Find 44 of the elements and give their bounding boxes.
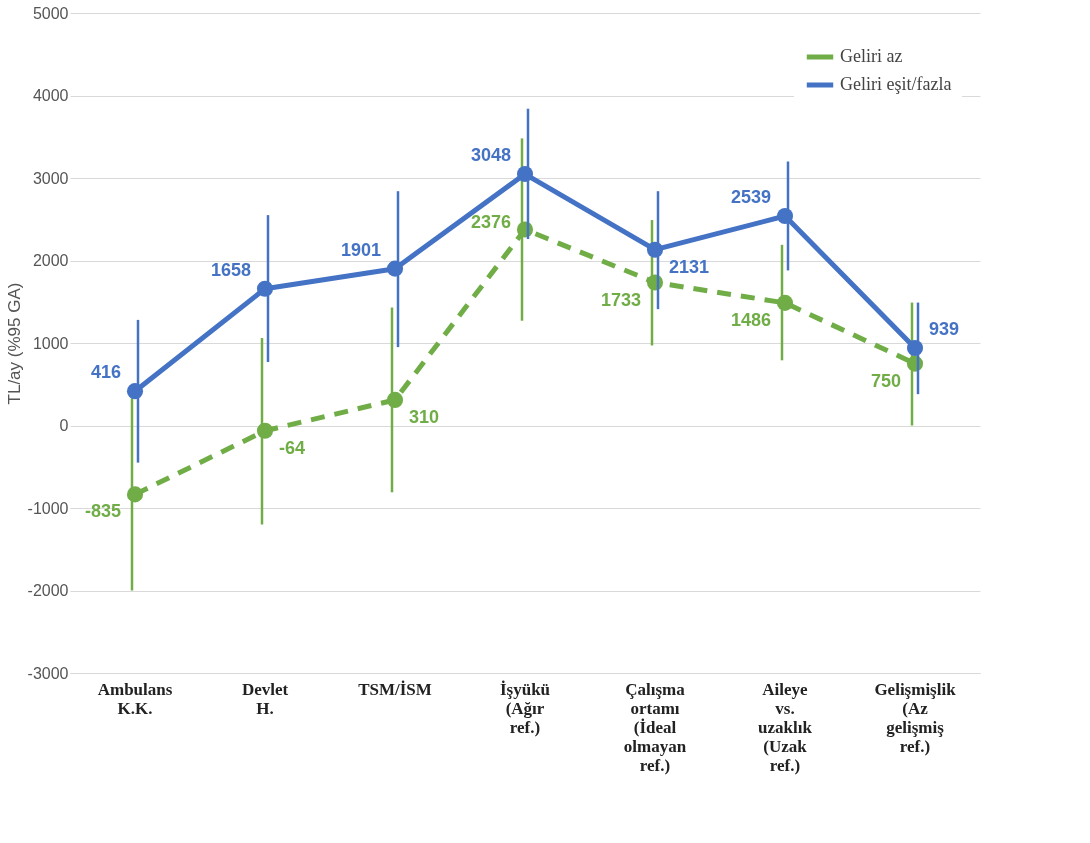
x-tick-label: Çalışma ortamı (İdeal olmayan ref.): [623, 679, 687, 775]
data-label: 310: [409, 406, 440, 427]
y-tick-label: 0: [59, 417, 69, 434]
data-label: 1901: [340, 239, 381, 260]
point: [256, 280, 274, 297]
point: [126, 486, 144, 503]
x-tick-label: TSM/İSM: [358, 679, 432, 699]
y-tick-label: 5000: [32, 4, 69, 22]
data-label: -64: [279, 437, 306, 458]
y-axis-title: TL/ay (%95 GA): [4, 282, 24, 405]
x-tick-label: Gelişmişlik (Az gelişmiş ref.): [874, 679, 957, 756]
y-tick-label: 3000: [32, 169, 69, 187]
y-tick-label: -2000: [27, 582, 69, 599]
point: [126, 383, 144, 400]
data-label: 2131: [669, 256, 710, 277]
y-tick-label: 4000: [32, 87, 69, 104]
point: [386, 260, 404, 277]
legend-label: Geliri az: [840, 46, 903, 66]
point: [516, 165, 534, 183]
data-label: 750: [870, 370, 901, 391]
data-label: 939: [929, 319, 960, 340]
data-label: 3048: [470, 145, 511, 166]
point: [776, 207, 794, 225]
point: [906, 339, 924, 357]
data-label: 416: [90, 362, 121, 383]
y-tick-label: 1000: [32, 334, 69, 352]
y-tick-label: -3000: [27, 664, 69, 682]
point: [776, 294, 794, 311]
x-tick-label: Aileye vs. uzaklık (Uzak ref.): [758, 679, 813, 775]
data-label: 1733: [600, 289, 641, 310]
point: [646, 241, 664, 258]
point: [386, 391, 404, 408]
data-label: -835: [84, 501, 121, 522]
data-label: 1486: [730, 309, 771, 330]
legend-label: Geliri eşit/fazla: [840, 74, 952, 94]
y-tick-label: -1000: [27, 499, 69, 517]
point: [256, 422, 274, 439]
x-tick-label: Devlet H.: [241, 679, 289, 718]
x-tick-label: İşyükü (Ağır ref.): [499, 679, 551, 737]
data-label: 2539: [730, 187, 771, 208]
x-tick-label: Ambulans K.K.: [97, 679, 173, 718]
data-label: 1658: [210, 259, 251, 280]
y-tick-label: 2000: [32, 252, 69, 269]
data-label: 2376: [470, 212, 511, 233]
